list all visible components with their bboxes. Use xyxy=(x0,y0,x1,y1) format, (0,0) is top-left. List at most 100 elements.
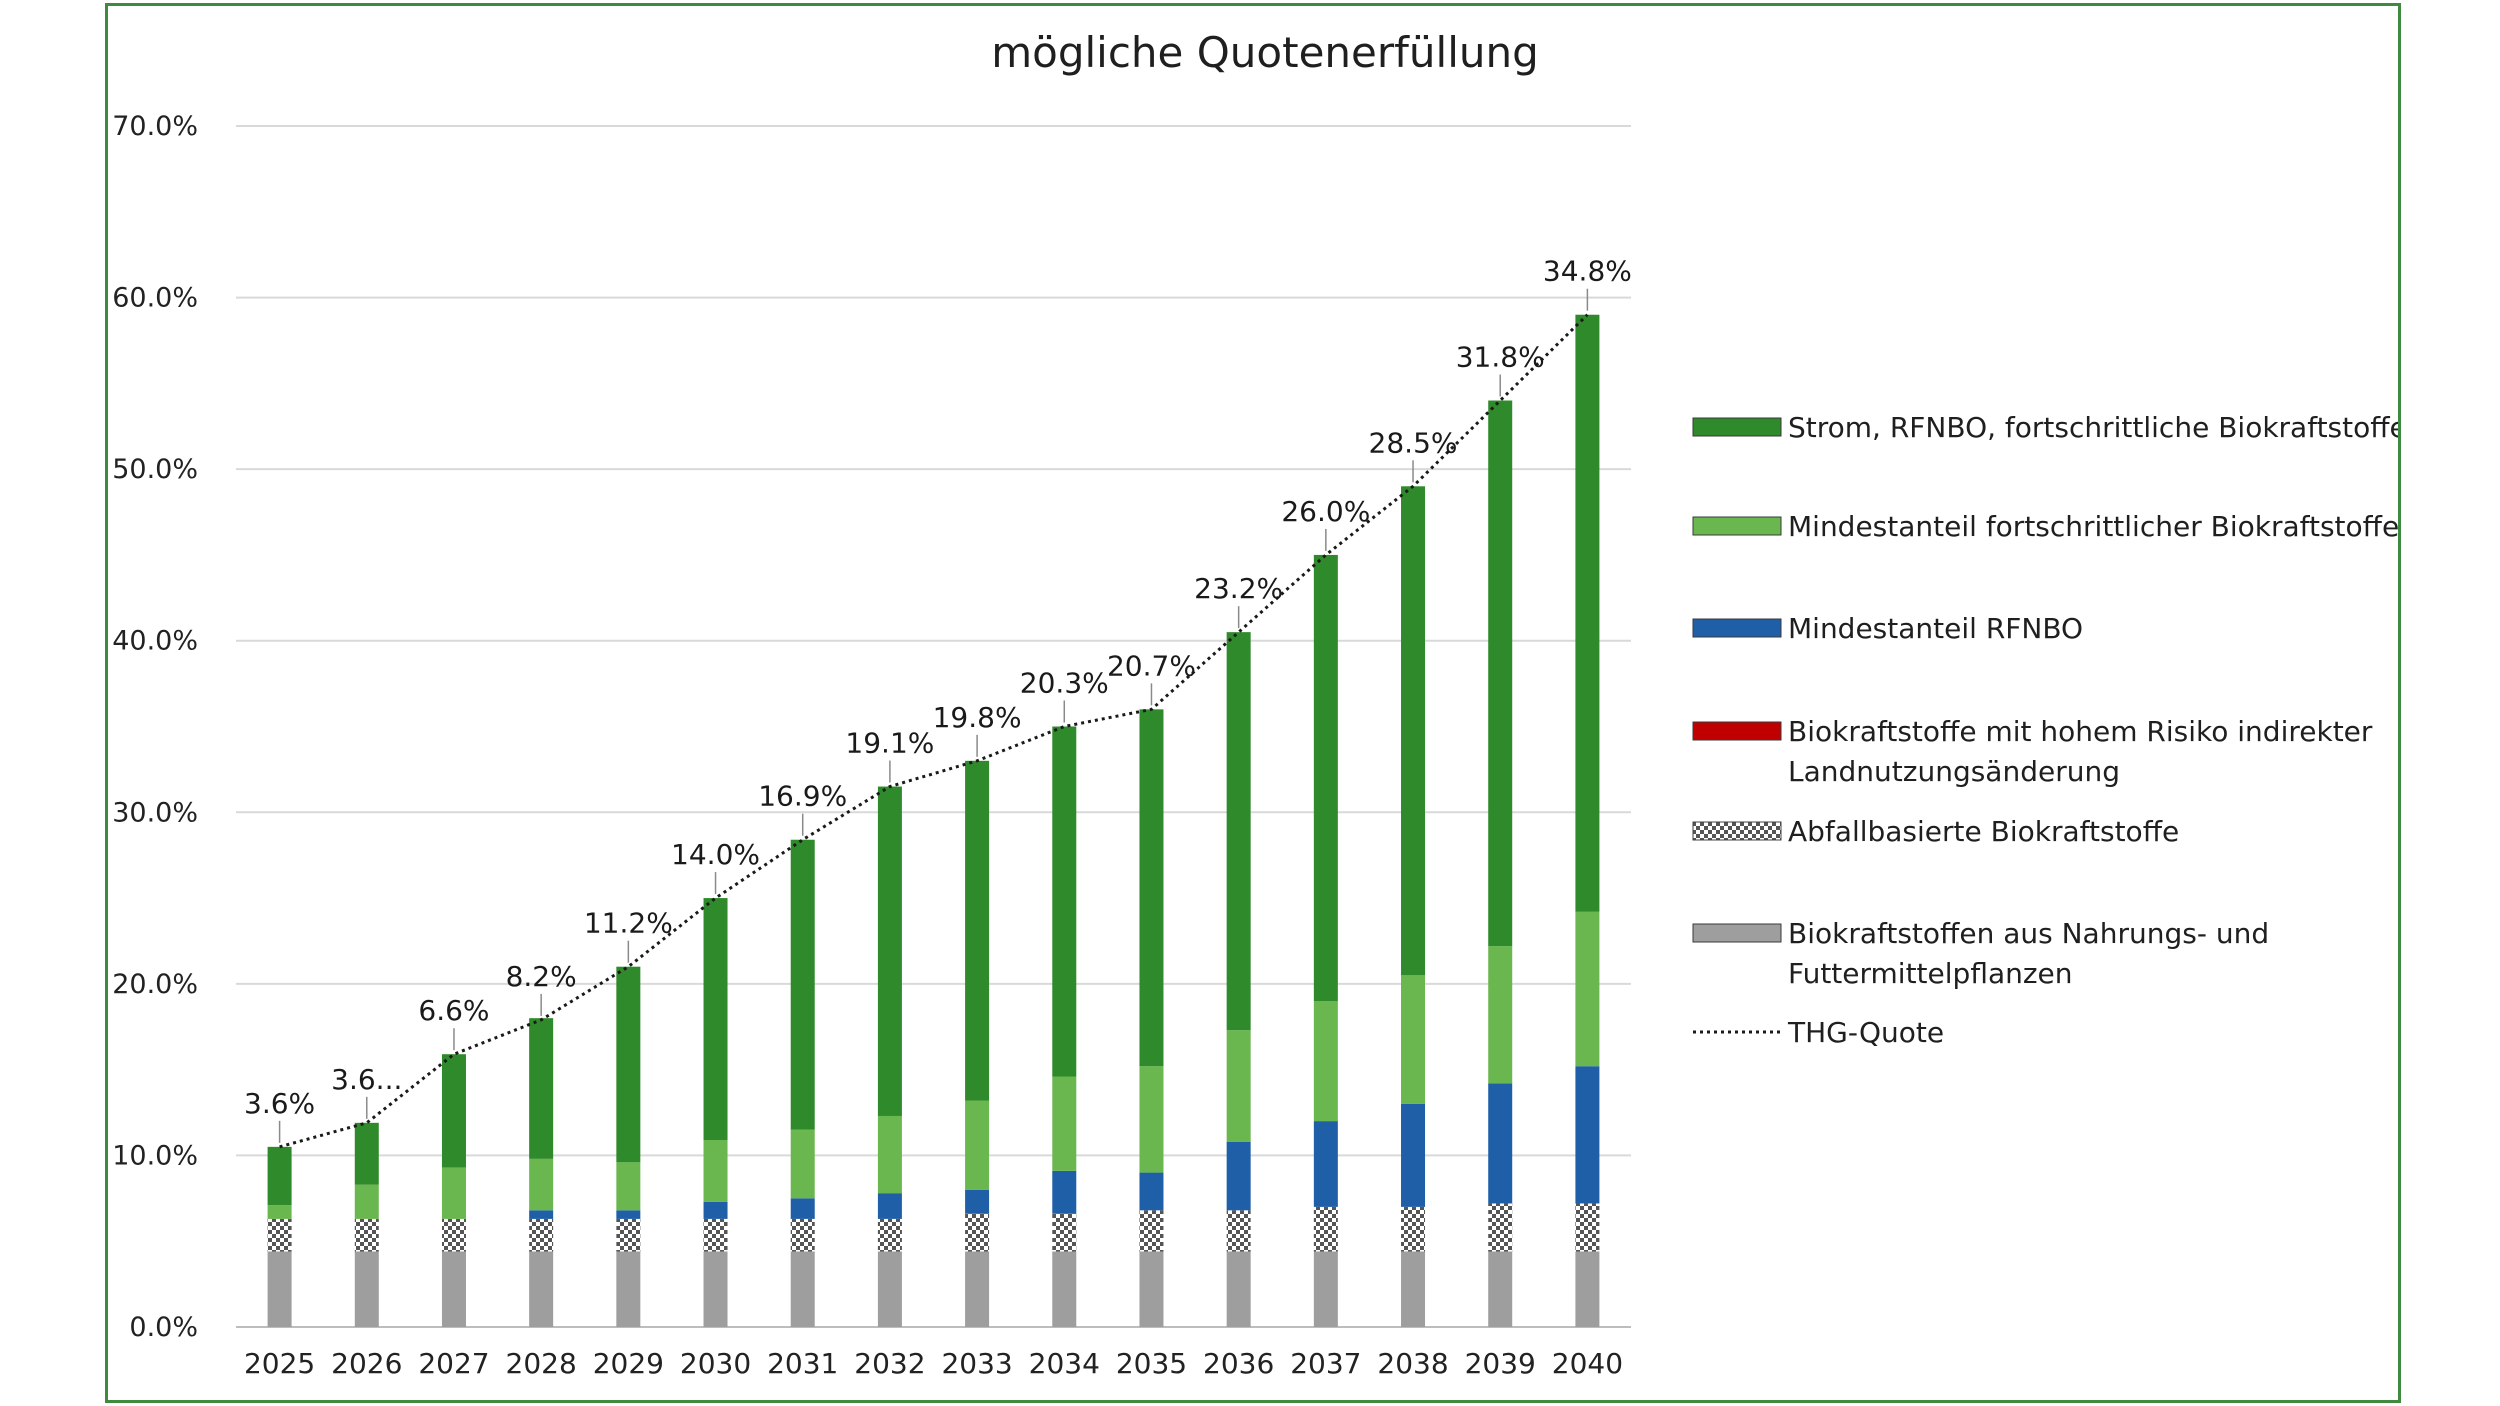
legend-label: Strom, RFNBO, fortschrittliche Biokrafts… xyxy=(1788,411,2398,444)
bar-segment xyxy=(267,1218,292,1252)
data-label: 3.6% xyxy=(244,1087,315,1120)
y-tick-label: 40.0% xyxy=(112,626,198,657)
bar-segment xyxy=(965,760,990,1101)
bar-segment xyxy=(1226,1210,1251,1252)
data-label: 20.7% xyxy=(1107,649,1196,682)
x-tick-label: 2032 xyxy=(854,1347,925,1380)
data-label: 6.6% xyxy=(418,994,489,1027)
bar-segment xyxy=(1401,486,1426,976)
bar-segment xyxy=(965,1100,990,1190)
bar-segment xyxy=(703,1139,728,1202)
data-labels: 3.6% 3.6... 6.6% 8.2%11.2% 14.0% 16.9% 19.1%19… xyxy=(244,255,1632,1143)
bar-segment xyxy=(1575,1251,1600,1327)
data-label: 16.9% xyxy=(758,780,847,813)
bar-segment xyxy=(1226,1030,1251,1142)
bar-segment xyxy=(1139,1251,1164,1327)
bar-segment xyxy=(1488,1203,1513,1252)
data-label: 8.2% xyxy=(506,960,577,993)
legend-label: Abfallbasierte Biokraftstoffe xyxy=(1788,815,2179,848)
legend-swatch xyxy=(1692,821,1782,841)
bar-segment xyxy=(1575,911,1600,1067)
bar-segment xyxy=(354,1122,379,1185)
legend-label: Biokraftstoffen aus Nahrungs- und xyxy=(1788,917,2269,950)
x-tick-label: 2026 xyxy=(331,1347,402,1380)
bar-segment xyxy=(1052,1251,1077,1327)
bar-segment xyxy=(354,1218,379,1252)
legend-label: Futtermittelpflanzen xyxy=(1788,957,2073,990)
legend-swatch xyxy=(1692,923,1782,943)
data-label: 19.8% xyxy=(933,701,1022,734)
legend-label: Mindestanteil RFNBO xyxy=(1788,612,2083,645)
legend-label: Landnutzungsänderung xyxy=(1788,755,2120,788)
data-label: 34.8% xyxy=(1543,255,1632,288)
bar-segment xyxy=(441,1251,466,1327)
bar-segment xyxy=(1401,1251,1426,1327)
bar-segment xyxy=(616,1218,641,1252)
data-label: 14.0% xyxy=(671,838,760,871)
data-label: 19.1% xyxy=(845,727,934,760)
bar-segment xyxy=(1575,314,1600,912)
data-label: 31.8% xyxy=(1456,341,1545,374)
x-axis-ticks: 2025 2026 2027 2028 2029 2030 2031 2032 2033 2034… xyxy=(244,1347,1623,1380)
bar-segment xyxy=(790,839,815,1130)
bar-segment xyxy=(267,1251,292,1327)
bar-segment xyxy=(1313,554,1338,1002)
data-label: 11.2% xyxy=(584,907,673,940)
bar-segment xyxy=(877,786,902,1116)
bar-segment xyxy=(965,1213,990,1252)
bar-segment xyxy=(1052,1076,1077,1171)
chart-title: mögliche Quotenerfüllung xyxy=(991,28,1539,77)
data-label: 3.6... xyxy=(331,1063,402,1096)
bar-segment xyxy=(616,1162,641,1211)
data-label: 28.5% xyxy=(1369,426,1458,459)
bars xyxy=(267,314,1600,1327)
bar-segment xyxy=(267,1205,292,1219)
legend-label: THG-Quote xyxy=(1787,1016,1944,1049)
legend-swatch xyxy=(1692,516,1782,536)
bar-segment xyxy=(1313,1121,1338,1207)
bar-segment xyxy=(267,1146,292,1206)
bar-segment xyxy=(616,1210,641,1219)
data-label: 20.3% xyxy=(1020,667,1109,700)
y-axis-ticks: 0.0% 10.0% 20.0% 30.0% 40.0% 50.0% 60.0% 70.0% xyxy=(112,111,198,1343)
bar-segment xyxy=(441,1167,466,1219)
y-tick-label: 10.0% xyxy=(112,1140,198,1171)
y-tick-label: 60.0% xyxy=(112,283,198,314)
bar-segment xyxy=(790,1198,815,1219)
bar-segment xyxy=(965,1251,990,1327)
bar-segment xyxy=(529,1018,554,1159)
bar-segment xyxy=(703,898,728,1140)
bar-segment xyxy=(877,1218,902,1252)
bar-segment xyxy=(1401,975,1426,1104)
bar-segment xyxy=(441,1054,466,1168)
bar-segment xyxy=(1139,1172,1164,1211)
x-tick-label: 2028 xyxy=(506,1347,577,1380)
x-tick-label: 2034 xyxy=(1029,1347,1100,1380)
y-tick-label: 0.0% xyxy=(129,1312,198,1343)
bar-segment xyxy=(441,1218,466,1252)
bar-segment xyxy=(1226,632,1251,1031)
bar-segment xyxy=(877,1193,902,1219)
bar-segment xyxy=(354,1251,379,1327)
bar-segment xyxy=(529,1251,554,1327)
bar-segment xyxy=(1139,1210,1164,1252)
legend-label: Mindestanteil fortschrittlicher Biokraft… xyxy=(1788,510,2398,543)
chart-frame: mögliche Quotenerfüllung 0.0% 10.0% 20.0% 3… xyxy=(105,3,2401,1403)
x-tick-label: 2038 xyxy=(1377,1347,1448,1380)
legend-swatch xyxy=(1692,417,1782,437)
bar-segment xyxy=(1313,1001,1338,1122)
x-tick-label: 2030 xyxy=(680,1347,751,1380)
bar-segment xyxy=(1226,1141,1251,1211)
x-tick-label: 2033 xyxy=(941,1347,1012,1380)
chart-canvas: mögliche Quotenerfüllung 0.0% 10.0% 20.0% 3… xyxy=(112,28,2398,1380)
x-tick-label: 2029 xyxy=(593,1347,664,1380)
x-tick-label: 2036 xyxy=(1203,1347,1274,1380)
bar-segment xyxy=(703,1251,728,1327)
bar-segment xyxy=(1313,1206,1338,1252)
bar-segment xyxy=(1052,1170,1077,1214)
x-tick-label: 2037 xyxy=(1290,1347,1361,1380)
bar-segment xyxy=(703,1218,728,1252)
bar-segment xyxy=(354,1184,379,1219)
x-tick-label: 2027 xyxy=(418,1347,489,1380)
bar-segment xyxy=(703,1201,728,1219)
